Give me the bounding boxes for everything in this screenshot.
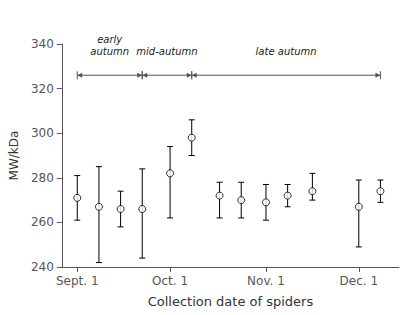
svg-text:240: 240 bbox=[31, 260, 54, 274]
svg-text:autumn: autumn bbox=[90, 46, 129, 57]
svg-text:Sept. 1: Sept. 1 bbox=[56, 274, 99, 288]
svg-text:Dec. 1: Dec. 1 bbox=[340, 274, 378, 288]
svg-text:late autumn: late autumn bbox=[256, 46, 317, 57]
svg-text:Nov. 1: Nov. 1 bbox=[247, 274, 285, 288]
svg-text:280: 280 bbox=[31, 171, 54, 185]
svg-text:260: 260 bbox=[31, 215, 54, 229]
svg-text:Collection date of spiders: Collection date of spiders bbox=[148, 294, 314, 309]
svg-text:300: 300 bbox=[31, 126, 54, 140]
svg-text:MW/kDa: MW/kDa bbox=[7, 131, 21, 181]
svg-text:Oct. 1: Oct. 1 bbox=[152, 274, 188, 288]
svg-text:mid-autumn: mid-autumn bbox=[136, 46, 197, 57]
svg-text:early: early bbox=[97, 34, 123, 45]
svg-text:340: 340 bbox=[31, 37, 54, 51]
svg-text:320: 320 bbox=[31, 82, 54, 96]
